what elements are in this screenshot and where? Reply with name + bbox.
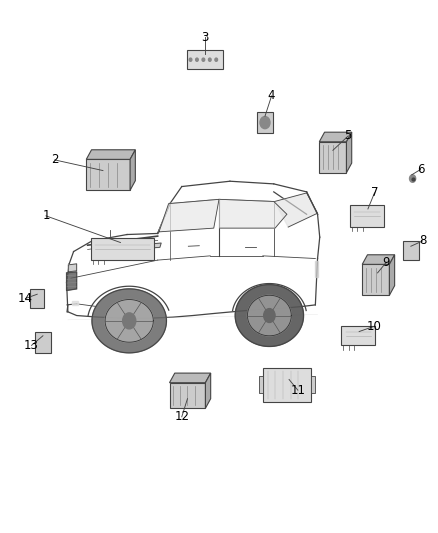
Polygon shape: [130, 150, 135, 190]
Polygon shape: [247, 295, 291, 336]
Circle shape: [123, 313, 136, 329]
Bar: [259, 376, 263, 393]
Text: 13: 13: [24, 339, 39, 352]
Bar: [341, 326, 375, 345]
Bar: [319, 142, 346, 173]
Circle shape: [264, 309, 275, 322]
Polygon shape: [68, 264, 77, 272]
Text: 8: 8: [419, 235, 426, 247]
Polygon shape: [315, 261, 318, 277]
Circle shape: [202, 58, 205, 61]
Text: 9: 9: [382, 256, 390, 269]
Polygon shape: [275, 193, 318, 227]
Text: 14: 14: [18, 292, 33, 305]
Bar: [350, 205, 384, 227]
Text: 2: 2: [51, 154, 59, 166]
Polygon shape: [170, 373, 211, 383]
Text: 11: 11: [290, 384, 305, 397]
Text: 4: 4: [268, 90, 276, 102]
Polygon shape: [153, 243, 161, 248]
Polygon shape: [86, 150, 135, 159]
Text: 6: 6: [417, 163, 424, 176]
Polygon shape: [319, 132, 352, 142]
Text: 10: 10: [367, 320, 382, 333]
Text: 1: 1: [42, 209, 50, 222]
Bar: [30, 289, 44, 308]
Text: 3: 3: [201, 31, 208, 44]
Text: 12: 12: [174, 410, 189, 423]
Bar: [35, 332, 51, 353]
Bar: [170, 383, 205, 408]
Text: 7: 7: [371, 187, 378, 199]
Bar: [187, 50, 223, 69]
Polygon shape: [67, 272, 77, 290]
Text: 5: 5: [345, 130, 352, 142]
Bar: [311, 376, 315, 393]
Polygon shape: [362, 255, 395, 264]
Polygon shape: [105, 300, 153, 342]
Polygon shape: [205, 373, 211, 408]
Polygon shape: [389, 255, 395, 295]
Polygon shape: [235, 285, 304, 346]
Bar: [91, 238, 154, 260]
Polygon shape: [92, 289, 166, 353]
Circle shape: [208, 58, 211, 61]
Circle shape: [410, 175, 416, 182]
Bar: [403, 241, 419, 260]
Bar: [263, 368, 311, 402]
Polygon shape: [159, 199, 219, 232]
Circle shape: [260, 117, 270, 128]
Polygon shape: [220, 199, 287, 228]
Polygon shape: [346, 132, 352, 173]
Polygon shape: [72, 301, 78, 305]
Circle shape: [215, 58, 218, 61]
Bar: [257, 112, 273, 133]
Bar: [362, 264, 389, 295]
Circle shape: [189, 58, 192, 61]
Circle shape: [196, 58, 198, 61]
Bar: [86, 159, 130, 190]
